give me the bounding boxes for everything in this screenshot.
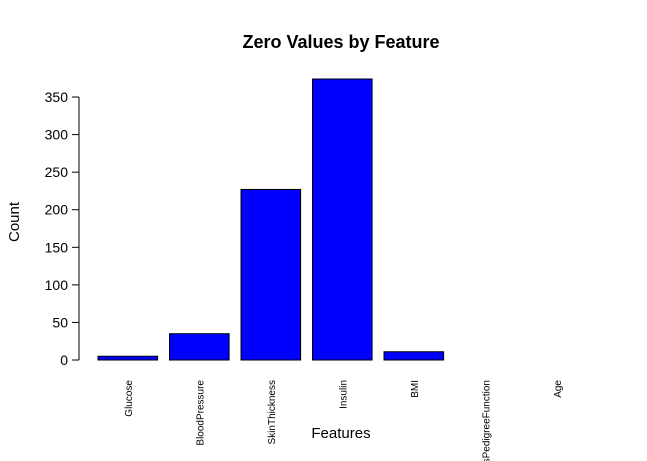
x-axis-title: Features: [311, 425, 370, 442]
bar: [169, 333, 230, 361]
x-tick-label: BMI: [410, 380, 421, 398]
bar: [312, 78, 373, 361]
x-tick-label: SkinThickness: [267, 380, 278, 444]
x-tick-label: Glucose: [124, 380, 135, 417]
y-tick-label: 100: [45, 277, 69, 293]
y-tick-label: 150: [45, 239, 69, 255]
bar: [383, 351, 445, 361]
bar: [240, 188, 302, 361]
y-tick-label: 200: [45, 202, 69, 218]
y-tick-label: 350: [45, 89, 69, 105]
x-tick-label: DiabetesPedigreeFunction: [481, 380, 492, 461]
y-axis-title: Count: [6, 201, 23, 242]
x-tick-label: Age: [553, 380, 564, 398]
x-tick-label: BloodPressure: [195, 380, 206, 446]
y-tick-label: 300: [45, 127, 69, 143]
chart-title: Zero Values by Feature: [242, 32, 439, 52]
x-tick-label: Insulin: [338, 380, 349, 409]
y-tick-label: 0: [60, 352, 68, 368]
y-tick-label: 250: [45, 164, 69, 180]
bar: [97, 355, 159, 361]
y-tick-label: 50: [52, 314, 68, 330]
